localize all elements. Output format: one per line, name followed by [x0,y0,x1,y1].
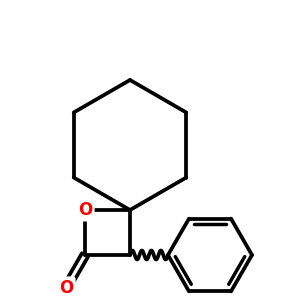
Text: O: O [59,279,73,297]
Text: O: O [78,201,92,219]
